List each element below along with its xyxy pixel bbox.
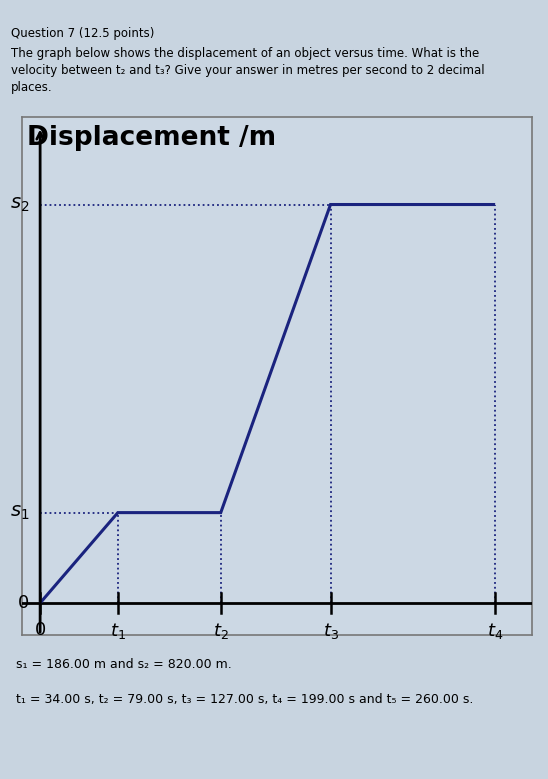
Text: The graph below shows the displacement of an object versus time. What is the: The graph below shows the displacement o… bbox=[11, 47, 479, 60]
Text: velocity between t₂ and t₃? Give your answer in metres per second to 2 decimal: velocity between t₂ and t₃? Give your an… bbox=[11, 64, 484, 77]
Text: 0: 0 bbox=[18, 594, 29, 612]
Text: $s_1$: $s_1$ bbox=[10, 503, 29, 522]
Text: Question 7 (12.5 points): Question 7 (12.5 points) bbox=[11, 27, 155, 41]
Text: $t_3$: $t_3$ bbox=[323, 621, 339, 640]
Text: $t_2$: $t_2$ bbox=[213, 621, 229, 640]
Text: $t_1$: $t_1$ bbox=[110, 621, 126, 640]
Text: 0: 0 bbox=[35, 621, 45, 639]
Text: places.: places. bbox=[11, 81, 53, 94]
Text: $s_2$: $s_2$ bbox=[10, 195, 29, 214]
Text: $t_4$: $t_4$ bbox=[487, 621, 503, 640]
Text: t₁ = 34.00 s, t₂ = 79.00 s, t₃ = 127.00 s, t₄ = 199.00 s and t₅ = 260.00 s.: t₁ = 34.00 s, t₂ = 79.00 s, t₃ = 127.00 … bbox=[16, 693, 474, 707]
Text: Displacement /m: Displacement /m bbox=[27, 125, 276, 150]
Text: s₁ = 186.00 m and s₂ = 820.00 m.: s₁ = 186.00 m and s₂ = 820.00 m. bbox=[16, 658, 232, 671]
